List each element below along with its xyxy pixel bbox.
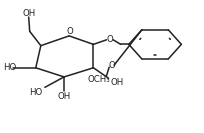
Text: OH: OH [110, 78, 123, 87]
Text: OH: OH [57, 92, 70, 101]
Text: O: O [106, 35, 112, 44]
Text: OH: OH [22, 9, 35, 18]
Text: HO: HO [3, 63, 17, 72]
Text: O: O [67, 28, 73, 36]
Text: O: O [108, 61, 114, 70]
Text: HO: HO [29, 88, 42, 97]
Text: OCH₃: OCH₃ [87, 75, 109, 84]
